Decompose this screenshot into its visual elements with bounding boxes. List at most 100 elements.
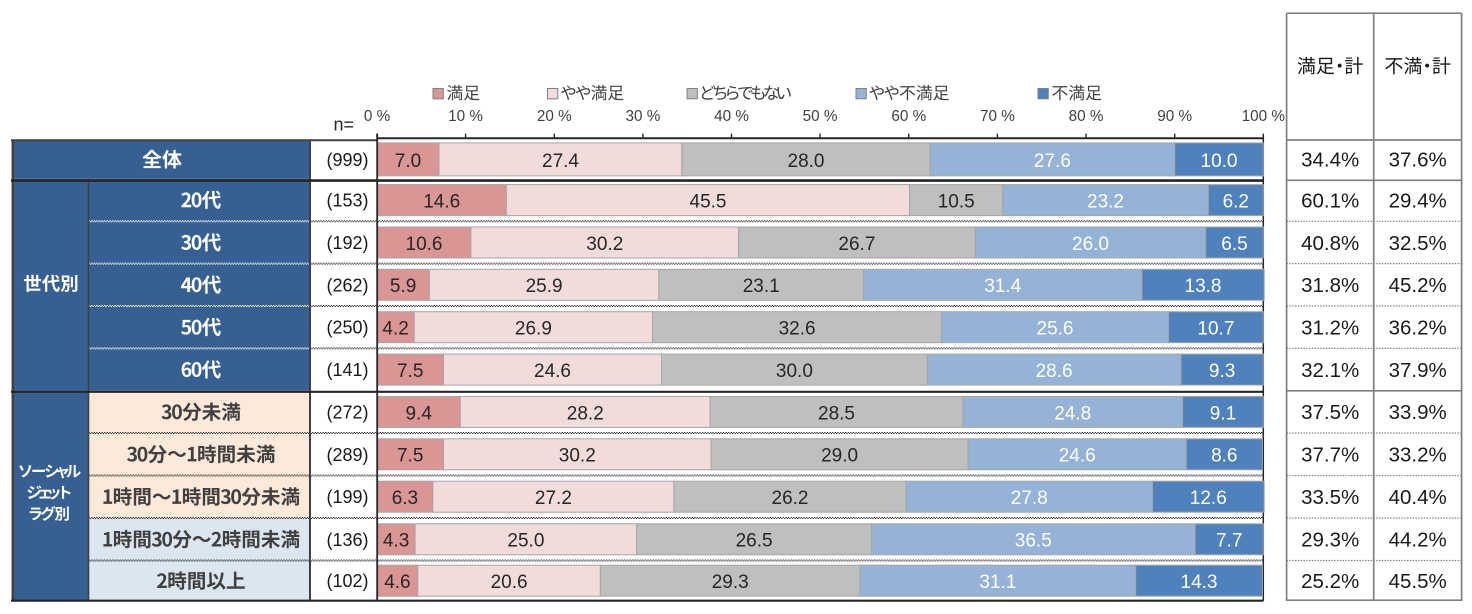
svg-text:25.6: 25.6 — [1037, 319, 1074, 340]
svg-text:23.2: 23.2 — [1087, 192, 1124, 213]
svg-text:40.4%: 40.4% — [1389, 486, 1447, 509]
svg-text:50 %: 50 % — [803, 108, 838, 125]
svg-text:10.0: 10.0 — [1201, 151, 1238, 172]
svg-text:10 %: 10 % — [448, 108, 483, 125]
svg-text:(153): (153) — [326, 191, 368, 211]
svg-text:10.7: 10.7 — [1197, 319, 1234, 340]
svg-text:60 %: 60 % — [891, 108, 926, 125]
svg-text:12.6: 12.6 — [1190, 488, 1227, 509]
svg-text:45.5%: 45.5% — [1389, 570, 1447, 593]
svg-text:26.5: 26.5 — [736, 531, 773, 552]
svg-text:(136): (136) — [326, 530, 368, 550]
svg-text:(102): (102) — [326, 571, 368, 591]
svg-text:14.3: 14.3 — [1181, 572, 1218, 593]
svg-text:27.8: 27.8 — [1011, 488, 1048, 509]
svg-text:0 %: 0 % — [364, 108, 391, 125]
svg-text:(199): (199) — [326, 487, 368, 507]
svg-text:37.7%: 37.7% — [1301, 444, 1359, 467]
svg-text:25.2%: 25.2% — [1301, 570, 1359, 593]
svg-text:26.2: 26.2 — [772, 488, 809, 509]
svg-text:(250): (250) — [326, 318, 368, 338]
svg-text:(272): (272) — [326, 402, 368, 422]
svg-text:30 %: 30 % — [625, 108, 660, 125]
svg-text:7.5: 7.5 — [397, 446, 423, 467]
svg-text:10.5: 10.5 — [938, 192, 975, 213]
svg-text:9.1: 9.1 — [1210, 403, 1236, 424]
svg-text:6.5: 6.5 — [1221, 234, 1247, 255]
svg-text:7.7: 7.7 — [1216, 531, 1242, 552]
svg-text:28.0: 28.0 — [788, 151, 825, 172]
svg-text:26.7: 26.7 — [838, 234, 875, 255]
svg-text:20 %: 20 % — [537, 108, 572, 125]
svg-text:29.3%: 29.3% — [1301, 529, 1359, 552]
svg-text:31.2%: 31.2% — [1301, 317, 1359, 340]
svg-text:37.6%: 37.6% — [1389, 149, 1447, 172]
svg-text:70 %: 70 % — [980, 108, 1015, 125]
svg-text:27.4: 27.4 — [542, 151, 579, 172]
svg-text:30.2: 30.2 — [586, 234, 623, 255]
svg-text:60.1%: 60.1% — [1301, 189, 1359, 212]
svg-text:24.6: 24.6 — [1059, 446, 1096, 467]
svg-text:28.2: 28.2 — [567, 403, 604, 424]
svg-text:27.2: 27.2 — [535, 488, 572, 509]
svg-text:27.6: 27.6 — [1034, 151, 1071, 172]
svg-text:9.4: 9.4 — [405, 403, 432, 424]
svg-text:4.2: 4.2 — [382, 319, 408, 340]
svg-text:80 %: 80 % — [1069, 108, 1104, 125]
svg-text:20.6: 20.6 — [491, 572, 528, 593]
svg-text:33.5%: 33.5% — [1301, 486, 1359, 509]
svg-text:29.4%: 29.4% — [1389, 189, 1447, 212]
svg-text:26.0: 26.0 — [1072, 234, 1109, 255]
svg-text:10.6: 10.6 — [406, 234, 443, 255]
svg-text:36.2%: 36.2% — [1389, 317, 1447, 340]
svg-text:6.3: 6.3 — [392, 488, 418, 509]
svg-text:31.8%: 31.8% — [1301, 274, 1359, 297]
svg-text:23.1: 23.1 — [743, 276, 780, 297]
svg-text:(289): (289) — [326, 445, 368, 465]
svg-text:(192): (192) — [326, 233, 368, 253]
svg-text:37.9%: 37.9% — [1389, 359, 1447, 382]
svg-text:n=: n= — [333, 115, 354, 135]
svg-text:7.5: 7.5 — [397, 361, 423, 382]
svg-text:90 %: 90 % — [1157, 108, 1192, 125]
svg-text:30.0: 30.0 — [776, 361, 813, 382]
svg-text:30.2: 30.2 — [559, 446, 596, 467]
svg-text:45.5: 45.5 — [690, 192, 727, 213]
svg-text:7.0: 7.0 — [395, 151, 421, 172]
svg-text:25.0: 25.0 — [507, 531, 544, 552]
svg-text:13.8: 13.8 — [1185, 276, 1222, 297]
svg-text:100 %: 100 % — [1242, 108, 1286, 125]
svg-text:25.9: 25.9 — [526, 276, 563, 297]
svg-text:4.6: 4.6 — [384, 572, 410, 593]
svg-text:32.5%: 32.5% — [1389, 232, 1447, 255]
svg-text:28.5: 28.5 — [818, 403, 855, 424]
svg-text:5.9: 5.9 — [390, 276, 416, 297]
svg-text:(262): (262) — [326, 275, 368, 295]
svg-text:6.2: 6.2 — [1223, 192, 1249, 213]
svg-text:24.6: 24.6 — [534, 361, 571, 382]
svg-text:31.4: 31.4 — [984, 276, 1021, 297]
svg-text:37.5%: 37.5% — [1301, 401, 1359, 424]
svg-text:29.3: 29.3 — [712, 572, 749, 593]
svg-text:31.1: 31.1 — [979, 572, 1016, 593]
svg-text:33.9%: 33.9% — [1389, 401, 1447, 424]
svg-text:44.2%: 44.2% — [1389, 529, 1447, 552]
svg-text:4.3: 4.3 — [383, 531, 409, 552]
svg-text:28.6: 28.6 — [1036, 361, 1073, 382]
svg-text:32.1%: 32.1% — [1301, 359, 1359, 382]
svg-text:14.6: 14.6 — [423, 192, 460, 213]
svg-text:9.3: 9.3 — [1209, 361, 1235, 382]
svg-text:40.8%: 40.8% — [1301, 232, 1359, 255]
svg-text:32.6: 32.6 — [779, 319, 816, 340]
svg-text:45.2%: 45.2% — [1389, 274, 1447, 297]
svg-text:8.6: 8.6 — [1211, 446, 1237, 467]
svg-text:33.2%: 33.2% — [1389, 444, 1447, 467]
svg-text:24.8: 24.8 — [1054, 403, 1091, 424]
svg-text:36.5: 36.5 — [1015, 531, 1052, 552]
svg-text:26.9: 26.9 — [515, 319, 552, 340]
svg-text:34.4%: 34.4% — [1301, 149, 1359, 172]
svg-text:40 %: 40 % — [714, 108, 749, 125]
svg-text:29.0: 29.0 — [821, 446, 858, 467]
svg-text:(999): (999) — [326, 150, 368, 170]
svg-text:(141): (141) — [326, 360, 368, 380]
